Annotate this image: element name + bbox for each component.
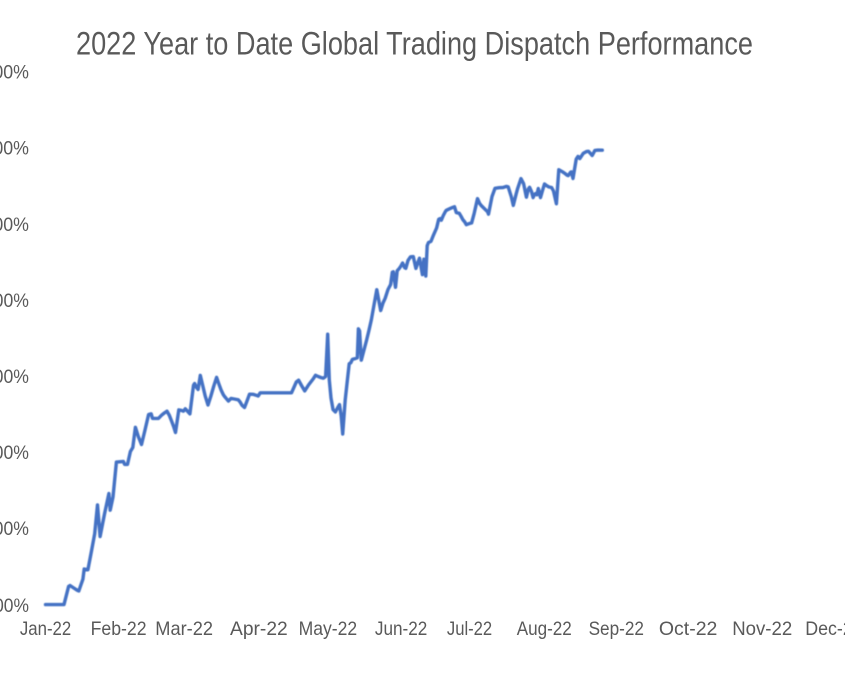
svg-text:Feb-22: Feb-22	[91, 618, 147, 640]
svg-text:Nov-22: Nov-22	[732, 618, 792, 640]
svg-text:20.00%: 20.00%	[0, 518, 29, 540]
svg-text:Dec-22: Dec-22	[805, 618, 845, 640]
svg-text:0.00%: 0.00%	[0, 595, 29, 617]
svg-text:120.00%: 120.00%	[0, 138, 29, 160]
svg-text:40.00%: 40.00%	[0, 442, 29, 464]
svg-text:Mar-22: Mar-22	[155, 618, 213, 640]
svg-text:Jul-22: Jul-22	[447, 618, 492, 640]
svg-text:Jan-22: Jan-22	[20, 618, 71, 640]
svg-text:60.00%: 60.00%	[0, 366, 29, 388]
svg-text:May-22: May-22	[299, 618, 358, 640]
svg-text:Jun-22: Jun-22	[375, 618, 427, 640]
svg-text:Oct-22: Oct-22	[659, 618, 718, 640]
svg-text:140.00%: 140.00%	[0, 62, 29, 84]
svg-text:2022 Year to Date Global Tradi: 2022 Year to Date Global Trading Dispatc…	[76, 26, 753, 62]
svg-text:Sep-22: Sep-22	[589, 618, 644, 640]
svg-text:80.00%: 80.00%	[0, 290, 29, 312]
svg-text:100.00%: 100.00%	[0, 214, 29, 236]
svg-text:Aug-22: Aug-22	[517, 618, 572, 640]
svg-text:Apr-22: Apr-22	[230, 618, 288, 640]
